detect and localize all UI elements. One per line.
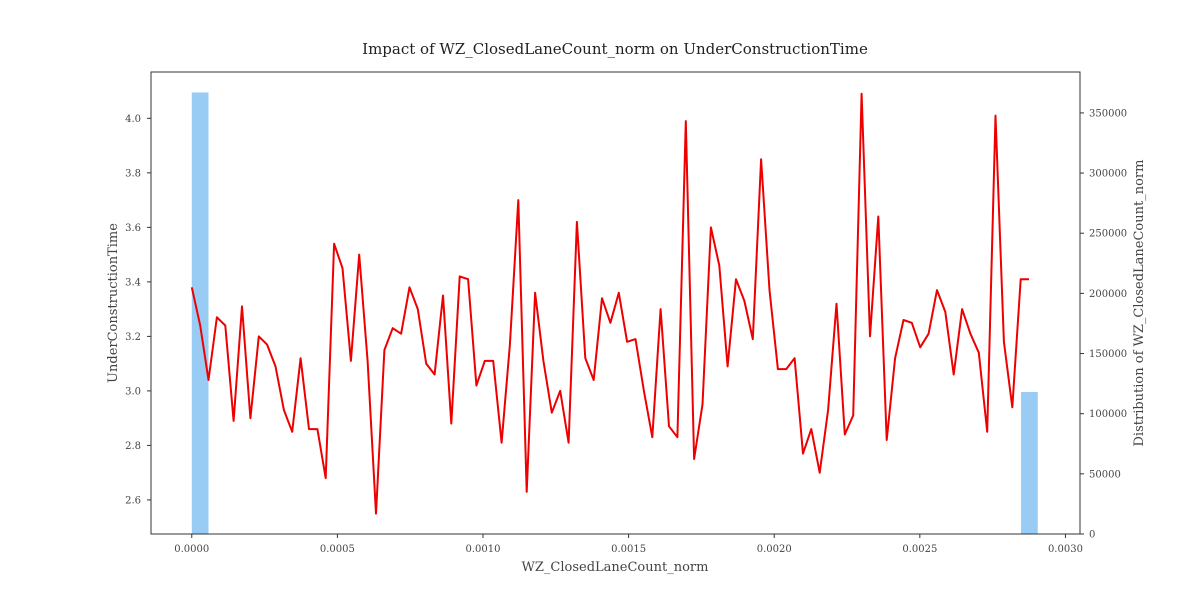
y-tick-label: 3.4 <box>125 277 141 288</box>
y2-tick-label: 100000 <box>1089 409 1127 420</box>
x-tick-label: 0.0015 <box>611 544 646 555</box>
y-tick-label: 3.8 <box>125 168 141 179</box>
y2-tick-label: 200000 <box>1089 289 1127 300</box>
series-line-0 <box>190 92 1029 515</box>
histogram-bar-1 <box>1021 392 1038 534</box>
x-tick-label: 0.0020 <box>757 544 792 555</box>
y2-axis-ticks: 0 50000 100000 150000 200000 250000 300000 3500… <box>1080 108 1127 541</box>
y2-tick-label: 350000 <box>1089 108 1127 119</box>
plot-frame <box>150 71 1081 535</box>
y-tick-label: 4.0 <box>125 114 141 125</box>
y-tick-label: 2.6 <box>125 495 141 506</box>
y-axis-ticks: 2.6 2.8 3.0 3.2 3.4 3.6 3.8 4.0 <box>125 114 151 506</box>
y-axis-label: UnderConstructionTime <box>106 223 121 383</box>
x-axis-label: WZ_ClosedLaneCount_norm <box>522 560 709 575</box>
histogram-bars <box>191 92 1038 534</box>
x-axis-ticks: 0.0000 0.0005 0.0010 0.0015 0.0020 0.0025 0.00… <box>174 534 1083 555</box>
x-tick-label: 0.0025 <box>902 544 937 555</box>
y-tick-label: 2.8 <box>125 441 141 452</box>
x-tick-label: 0.0005 <box>320 544 355 555</box>
histogram-bar-0 <box>191 92 209 534</box>
y2-tick-label: 0 <box>1089 530 1095 541</box>
chart-title: Impact of WZ_ClosedLaneCount_norm on Und… <box>362 40 868 58</box>
y2-axis-label: Distribution of WZ_ClosedLaneCount_norm <box>1132 160 1147 447</box>
y-tick-label: 3.0 <box>125 386 141 397</box>
y2-tick-label: 250000 <box>1089 229 1127 240</box>
y-tick-label: 3.2 <box>125 332 141 343</box>
x-tick-label: 0.0010 <box>465 544 500 555</box>
x-tick-label: 0.0000 <box>174 544 209 555</box>
y2-tick-label: 300000 <box>1089 169 1127 180</box>
x-tick-label: 0.0030 <box>1048 544 1083 555</box>
y-tick-label: 3.6 <box>125 223 141 234</box>
y2-tick-label: 150000 <box>1089 349 1127 360</box>
y2-tick-label: 50000 <box>1089 469 1121 480</box>
series-line-layer <box>190 92 1029 515</box>
